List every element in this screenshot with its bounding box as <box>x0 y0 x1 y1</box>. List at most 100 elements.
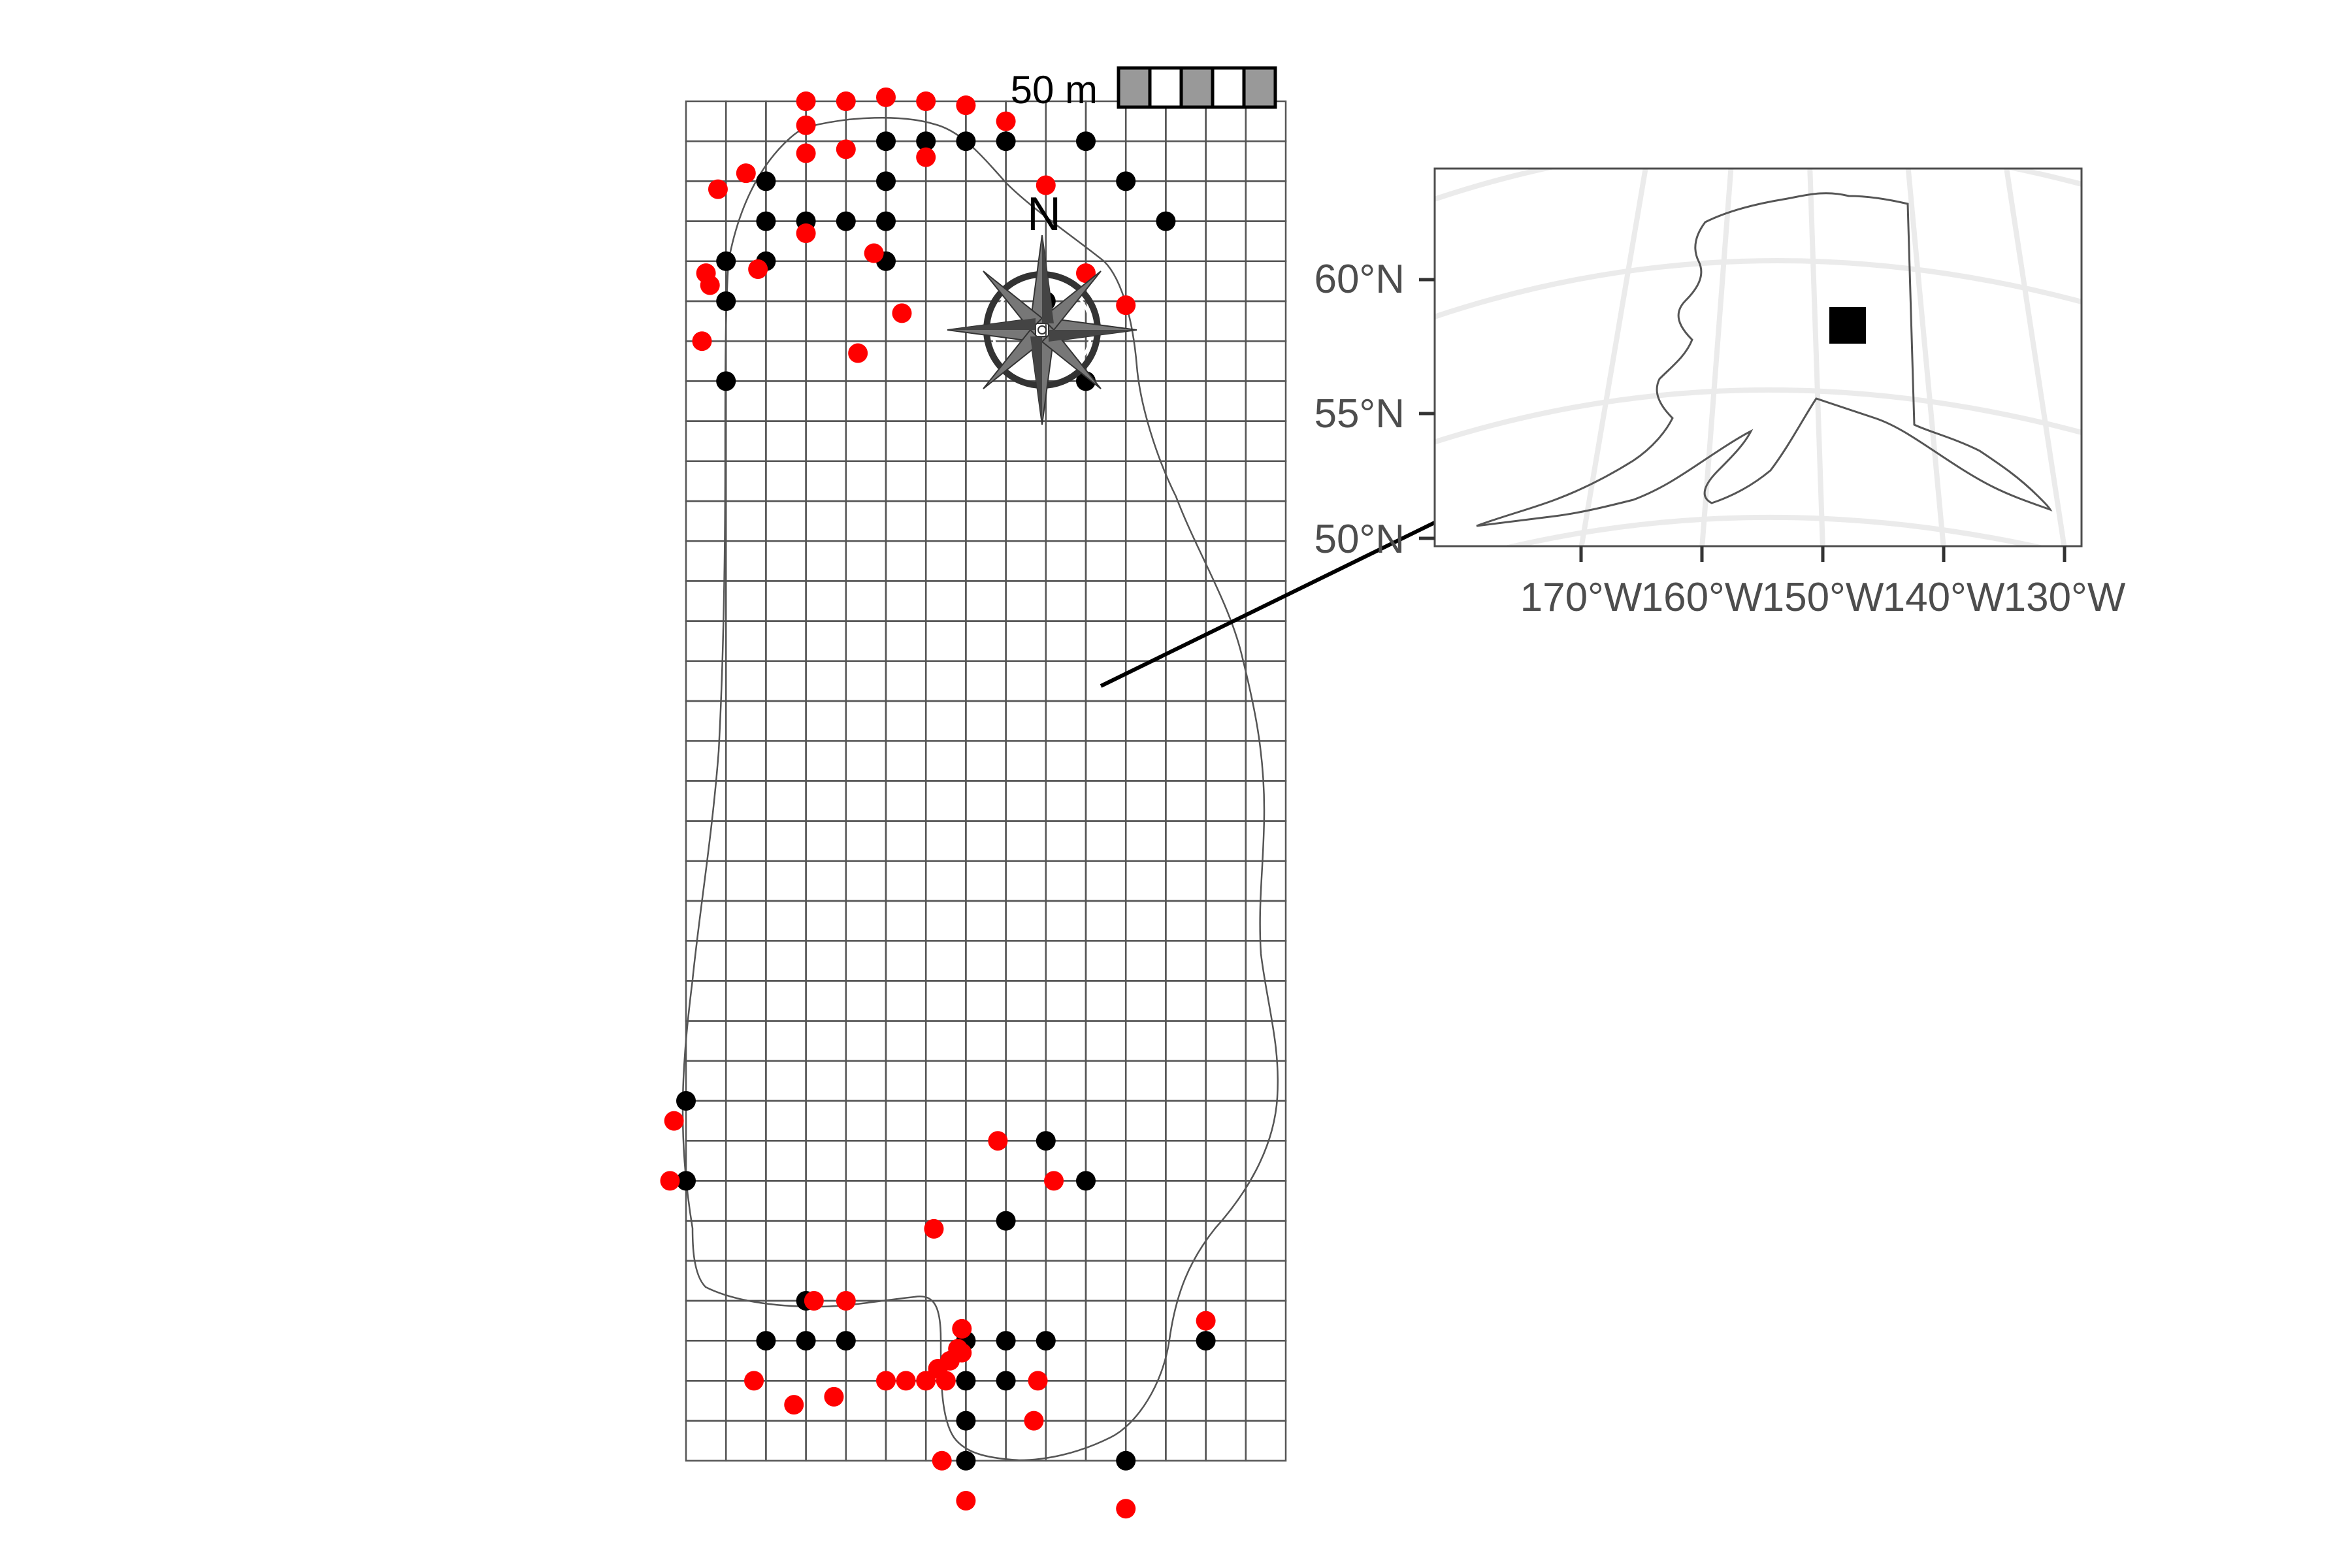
grid-cell <box>765 700 807 742</box>
grid-cell <box>1205 1380 1247 1422</box>
grid-cell <box>965 700 1007 742</box>
grid-cell <box>765 820 807 862</box>
grid-cell <box>924 660 967 702</box>
grid-cell <box>1005 900 1047 942</box>
sample-point-red <box>744 1371 764 1391</box>
grid <box>685 100 1287 1462</box>
sample-point-black <box>876 131 896 152</box>
scale-bar-segment <box>1148 66 1183 109</box>
grid-cell <box>1205 180 1247 222</box>
grid-cell <box>1005 580 1047 622</box>
grid-cell <box>1045 1220 1087 1262</box>
sample-point-black <box>956 131 976 152</box>
grid-cell <box>805 300 847 342</box>
grid-cell <box>1165 140 1207 182</box>
grid-cell <box>1205 580 1247 622</box>
grid-cell <box>805 500 847 542</box>
grid-cell <box>1165 939 1207 982</box>
sample-point-black <box>1116 171 1136 191</box>
grid-cell <box>1124 700 1167 742</box>
grid-cell <box>805 420 847 463</box>
grid-cell <box>725 740 767 782</box>
grid-cell <box>1124 1139 1167 1182</box>
grid-cell <box>1085 1380 1127 1422</box>
grid-cell <box>924 1180 967 1222</box>
grid-cell <box>1085 820 1127 862</box>
grid-cell <box>1165 620 1207 662</box>
sample-point-red <box>876 87 896 107</box>
sample-point-black <box>876 171 896 191</box>
grid-cell <box>765 380 807 422</box>
sample-point-black <box>1036 1331 1056 1351</box>
grid-cell <box>1205 500 1247 542</box>
grid-cell <box>924 1020 967 1062</box>
grid-cell <box>1085 700 1127 742</box>
grid-cell <box>1205 1260 1247 1302</box>
x-tick-label: 140°W <box>1883 575 2005 620</box>
grid-cell <box>1045 620 1087 662</box>
grid-cell <box>805 860 847 902</box>
grid-cell <box>1124 1060 1167 1102</box>
grid-cell <box>1245 740 1287 782</box>
grid-cell <box>1205 820 1247 862</box>
grid-cell <box>845 700 887 742</box>
grid-cell <box>924 780 967 822</box>
grid-cell <box>1165 1060 1207 1102</box>
sample-point-red <box>924 1218 944 1239</box>
grid-cell <box>1005 780 1047 822</box>
grid-cell <box>845 1139 887 1182</box>
grid-cell <box>685 500 727 542</box>
grid-cell <box>885 1299 927 1342</box>
grid-cell <box>1205 1139 1247 1182</box>
scale-bar-segment <box>1242 66 1277 109</box>
grid-cell <box>1165 300 1207 342</box>
sample-point-black <box>1116 1450 1136 1471</box>
grid-cell <box>685 1299 727 1342</box>
grid-cell <box>924 540 967 582</box>
grid-cell <box>885 1260 927 1302</box>
grid-cell <box>1165 540 1207 582</box>
grid-cell <box>1165 340 1207 382</box>
grid-cell <box>725 939 767 982</box>
grid-cell <box>725 860 767 902</box>
grid-cell <box>1245 260 1287 302</box>
sample-point-black <box>756 171 776 191</box>
grid-cell <box>1045 1060 1087 1102</box>
grid-cell <box>765 1420 807 1462</box>
grid-cell <box>805 820 847 862</box>
grid-cell <box>1085 860 1127 902</box>
grid-cell <box>845 540 887 582</box>
grid-cell <box>1205 620 1247 662</box>
grid-cell <box>1205 939 1247 982</box>
grid-cell <box>924 1100 967 1142</box>
grid-cell <box>1085 460 1127 502</box>
sample-point-red <box>708 179 728 199</box>
north-arrow-label: N <box>1027 188 1061 240</box>
grid-cell <box>1124 1299 1167 1342</box>
grid-cell <box>805 660 847 702</box>
inset-x-labels: 170°W 160°W 150°W 140°W 130°W <box>1520 575 2126 620</box>
grid-cell <box>845 460 887 502</box>
sample-point-black <box>836 211 856 231</box>
grid-cell <box>845 780 887 822</box>
grid-cell <box>1045 660 1087 702</box>
grid-cell <box>1085 540 1127 582</box>
grid-cell <box>845 580 887 622</box>
grid-cell <box>805 1220 847 1262</box>
grid-cell <box>1205 740 1247 782</box>
grid-cell <box>1005 1260 1047 1302</box>
grid-cell <box>924 900 967 942</box>
grid-cell <box>965 620 1007 662</box>
grid-cell <box>1085 939 1127 982</box>
alaska-outline <box>1476 192 2053 527</box>
grid-cell <box>1124 460 1167 502</box>
sample-point-red <box>784 1395 804 1415</box>
grid-cell <box>965 540 1007 582</box>
sample-point-red <box>796 143 816 163</box>
grid-cell <box>1205 900 1247 942</box>
grid-cell <box>885 540 927 582</box>
grid-cell <box>1245 1060 1287 1102</box>
sample-point-red <box>956 95 976 116</box>
grid-cell <box>1085 220 1127 263</box>
grid-cell <box>1205 300 1247 342</box>
